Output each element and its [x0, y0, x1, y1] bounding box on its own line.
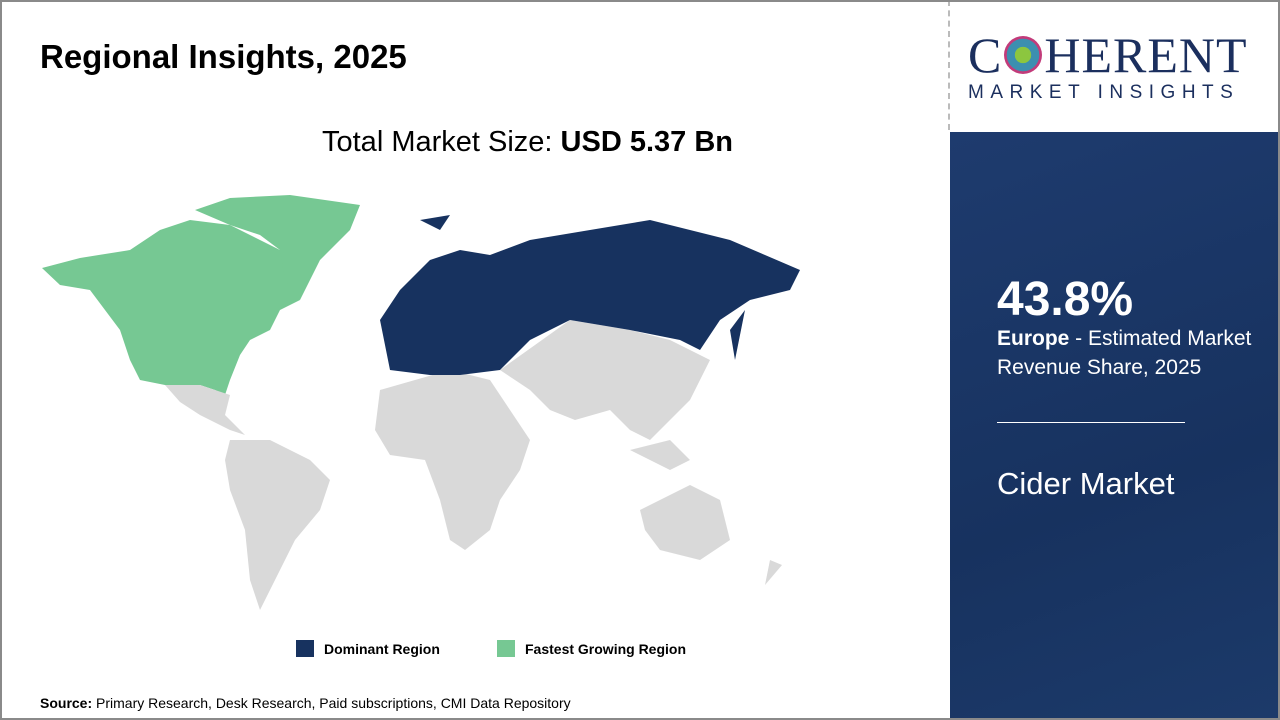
legend-fastest: Fastest Growing Region	[497, 640, 686, 657]
logo: C HERENT MARKET INSIGHTS	[968, 30, 1268, 104]
other-regions	[165, 320, 782, 610]
divider	[948, 0, 950, 130]
world-map	[42, 195, 800, 610]
source-text: Primary Research, Desk Research, Paid su…	[92, 695, 571, 711]
logo-c: C	[968, 27, 1003, 83]
description-text: - Estimated Market Revenue Share, 2025	[997, 327, 1252, 379]
dominant-swatch	[296, 640, 314, 657]
highlight-panel: 43.8% Europe - Estimated Market Revenue …	[950, 132, 1280, 720]
market-share-value: 43.8%	[997, 273, 1134, 326]
market-share-description: Europe - Estimated Market Revenue Share,…	[997, 324, 1277, 382]
total-label: Total Market Size:	[322, 126, 561, 158]
total-market-size: Total Market Size: USD 5.37 Bn	[322, 126, 733, 159]
legend-label: Dominant Region	[324, 640, 440, 657]
page-title: Regional Insights, 2025	[40, 38, 407, 75]
logo-subtitle: MARKET INSIGHTS	[968, 82, 1240, 103]
legend-dominant: Dominant Region	[296, 640, 440, 657]
logo-rest: HERENT	[1044, 27, 1248, 83]
region-name: Europe	[997, 327, 1070, 350]
north-america-region	[42, 195, 360, 395]
globe-icon	[1004, 36, 1043, 74]
source-label: Source:	[40, 695, 93, 711]
europe-region	[380, 215, 800, 375]
separator	[997, 422, 1185, 423]
legend-label: Fastest Growing Region	[525, 640, 687, 657]
fastest-swatch	[497, 640, 515, 657]
source-note: Source: Primary Research, Desk Research,…	[40, 695, 571, 711]
total-value: USD 5.37 Bn	[560, 126, 733, 158]
market-name: Cider Market	[997, 466, 1175, 501]
